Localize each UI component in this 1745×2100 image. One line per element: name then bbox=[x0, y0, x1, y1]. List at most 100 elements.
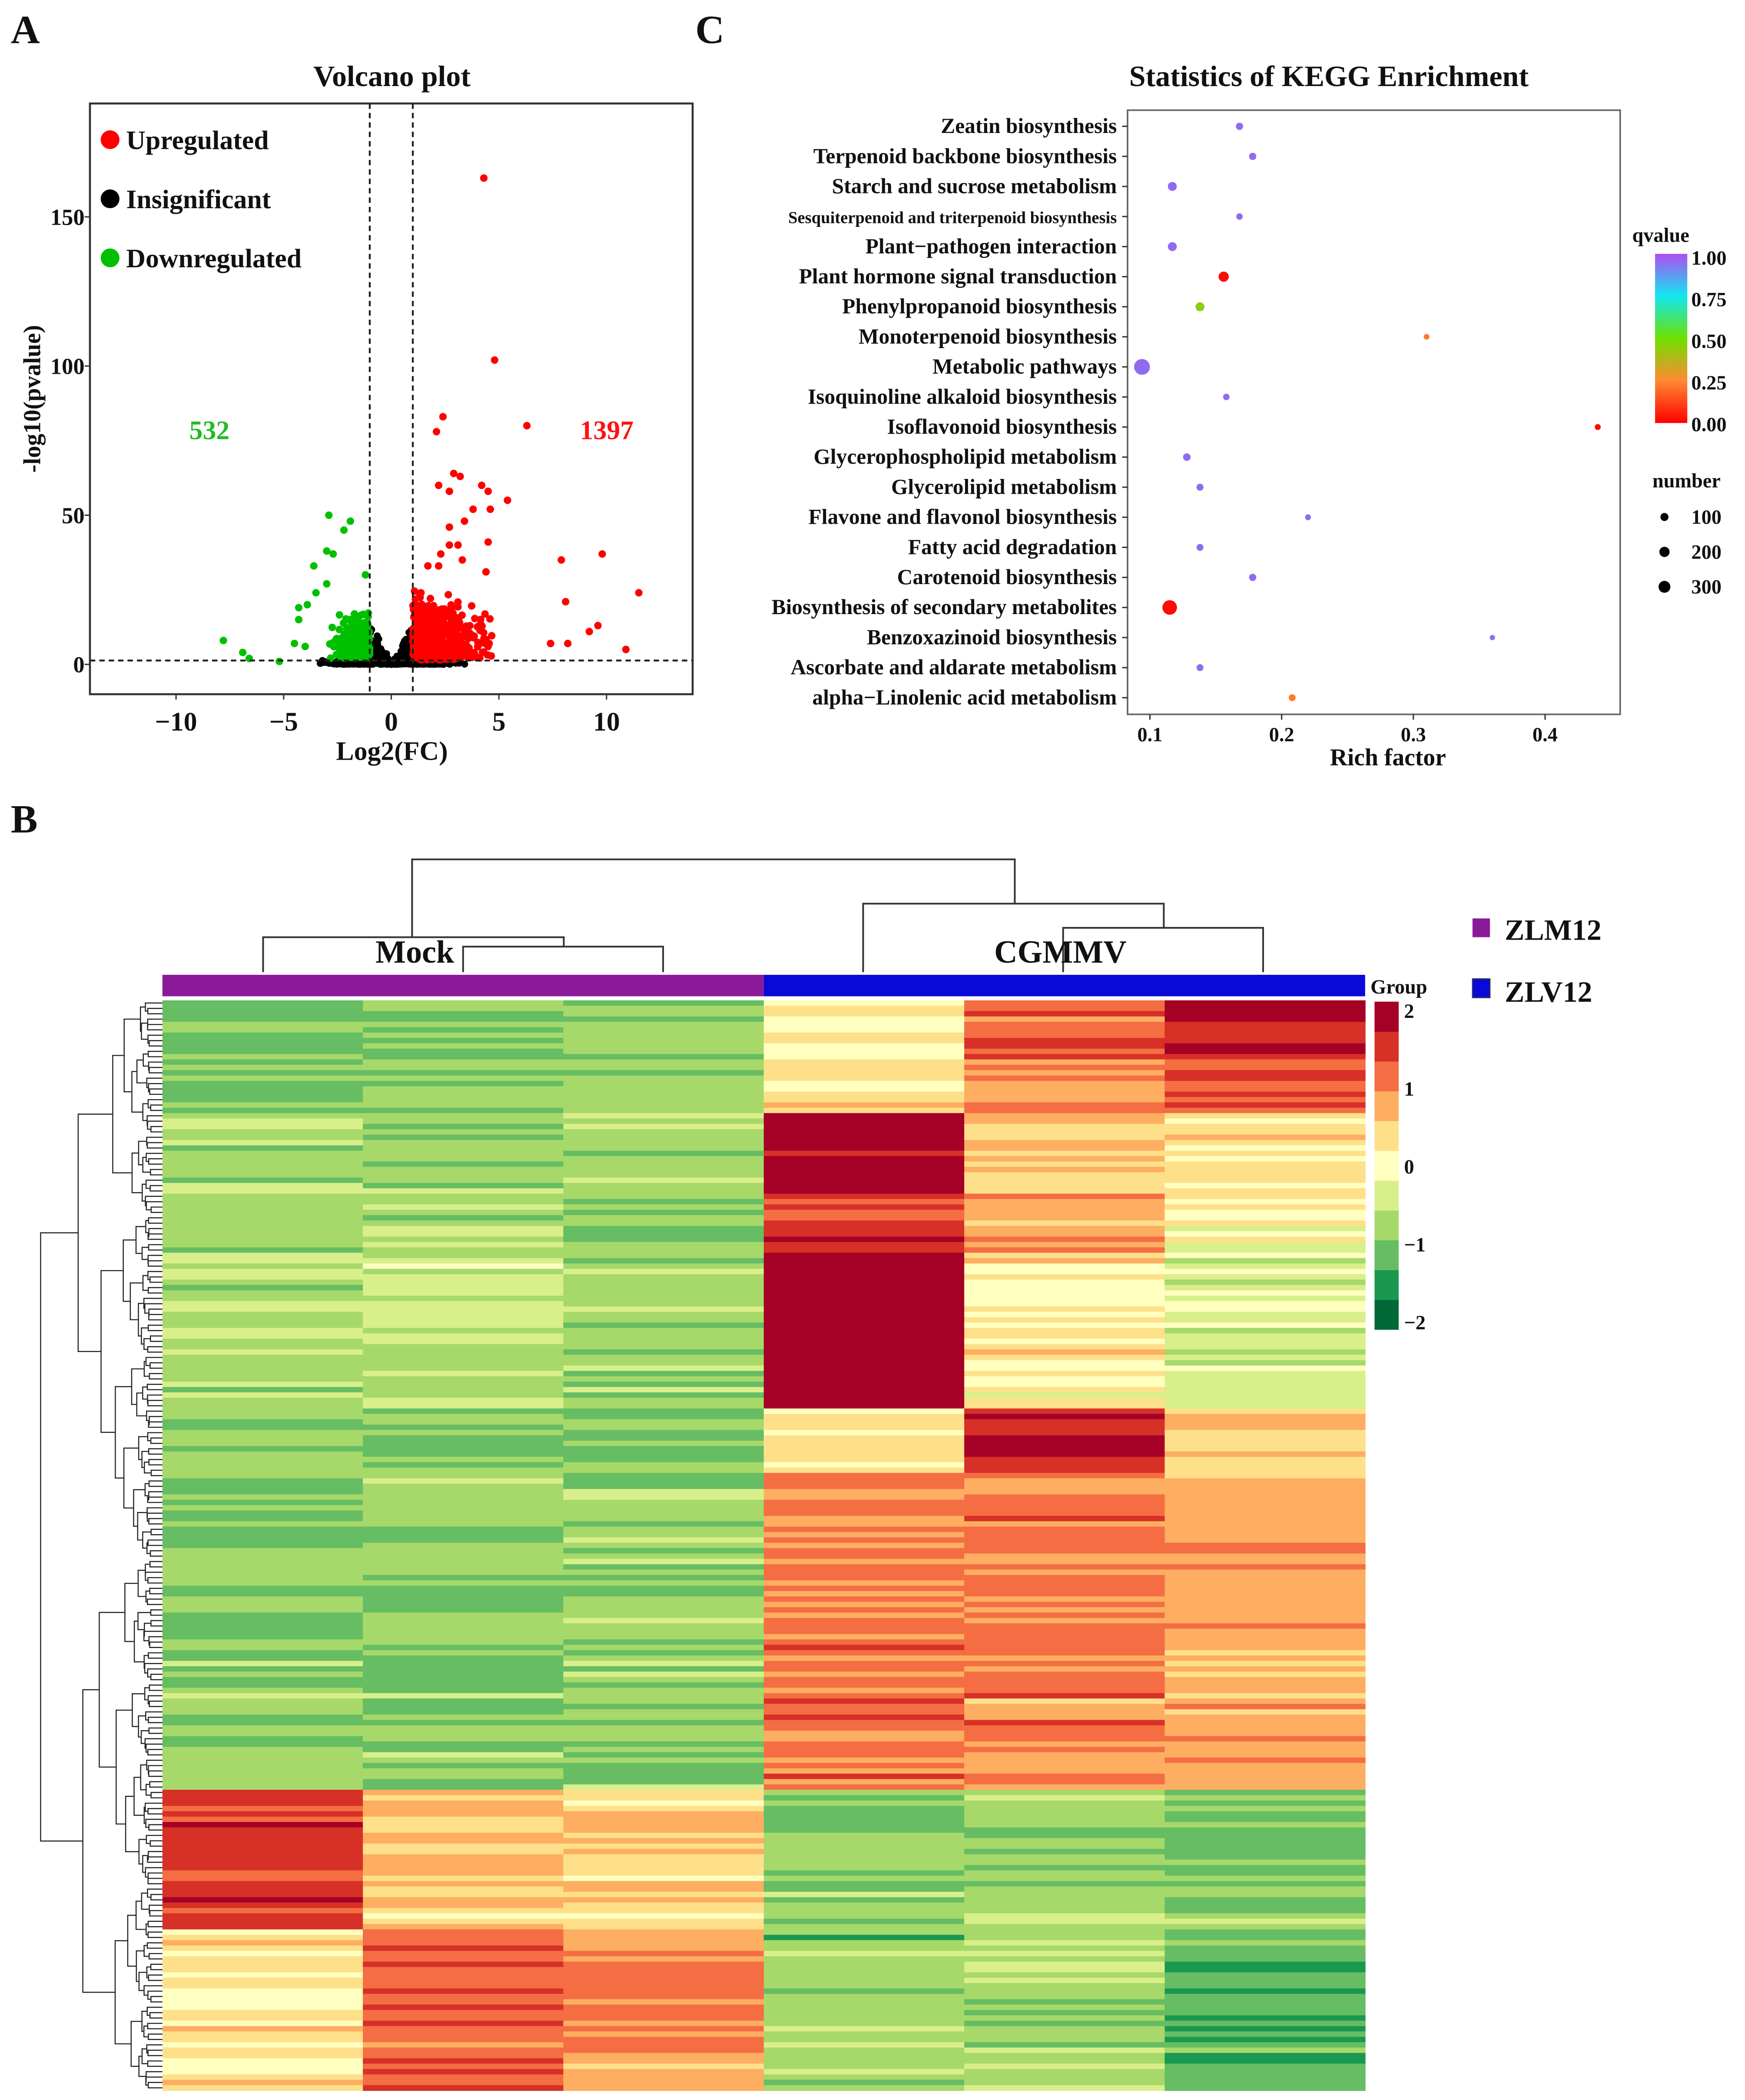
heatmap-cell bbox=[563, 1779, 764, 1785]
heatmap-cell bbox=[1164, 1634, 1366, 1640]
heatmap-cell bbox=[563, 1526, 764, 1532]
heatmap-cell bbox=[763, 1483, 965, 1490]
heatmap-cell bbox=[763, 2074, 965, 2080]
heatmap-cell bbox=[363, 1575, 564, 1581]
heatmap-cell bbox=[964, 1081, 1165, 1087]
colorbar-segment bbox=[1374, 1240, 1399, 1270]
pathway-label: Isoquinoline alkaloid biosynthesis bbox=[808, 385, 1117, 409]
downregulated-point bbox=[364, 646, 372, 654]
heatmap-cell bbox=[964, 1768, 1165, 1774]
dendrogram-branch bbox=[131, 1368, 144, 1405]
group-label-cgmmv: CGMMV bbox=[994, 934, 1127, 970]
heatmap-cell bbox=[162, 1688, 364, 1694]
heatmap-cell bbox=[763, 1891, 965, 1898]
heatmap-cell bbox=[1164, 1532, 1366, 1538]
heatmap-cell bbox=[363, 2085, 564, 2091]
heatmap-cell bbox=[964, 1457, 1165, 1463]
heatmap-cell bbox=[1164, 1569, 1366, 1575]
heatmap-cell bbox=[1164, 1177, 1366, 1183]
heatmap-cell bbox=[964, 1677, 1165, 1683]
heatmap-cell bbox=[964, 1913, 1165, 1919]
dendrogram-branch bbox=[138, 2056, 146, 2077]
heatmap-cell bbox=[363, 1091, 564, 1098]
heatmap-cell bbox=[1164, 1865, 1366, 1871]
heatmap-cell bbox=[563, 1634, 764, 1640]
heatmap-cell bbox=[363, 1548, 564, 1554]
heatmap-cell bbox=[1164, 1312, 1366, 1318]
heatmap-cell bbox=[964, 1859, 1165, 1866]
heatmap-cell bbox=[1164, 1827, 1366, 1833]
heatmap-cell bbox=[964, 1371, 1165, 1377]
dendrogram-branch bbox=[148, 1217, 163, 1224]
upregulated-point bbox=[424, 602, 432, 610]
heatmap-cell bbox=[563, 1988, 764, 1994]
pathway-dot bbox=[1288, 694, 1296, 701]
heatmap-cell bbox=[1164, 1451, 1366, 1457]
heatmap-cell bbox=[162, 1833, 364, 1839]
heatmap-cell bbox=[964, 1725, 1165, 1731]
heatmap-cell bbox=[563, 1790, 764, 1796]
pathway-label: Glycerolipid metabolism bbox=[891, 475, 1117, 498]
heatmap-cell bbox=[763, 1548, 965, 1554]
colorbar-segment bbox=[1374, 1210, 1399, 1241]
heatmap-cell bbox=[1164, 1693, 1366, 1699]
heatmap-cell bbox=[162, 1918, 364, 1925]
heatmap-cell bbox=[1164, 1607, 1366, 1613]
heatmap-cell bbox=[563, 1564, 764, 1570]
heatmap-cell bbox=[964, 1918, 1165, 1925]
heatmap-cell bbox=[763, 1016, 965, 1023]
heatmap-cell bbox=[162, 1548, 364, 1554]
heatmap-cell bbox=[363, 1177, 564, 1183]
heatmap-cell bbox=[964, 1827, 1165, 1833]
heatmap-cell bbox=[763, 1741, 965, 1748]
heatmap-cell bbox=[162, 1312, 364, 1318]
dendrogram-branch bbox=[147, 1255, 163, 1264]
heatmap-cell bbox=[162, 1193, 364, 1200]
heatmap-cell bbox=[964, 1027, 1165, 1033]
pathway-label: Phenylpropanoid biosynthesis bbox=[842, 294, 1117, 318]
upregulated-point bbox=[415, 593, 423, 601]
heatmap-cell bbox=[1164, 2037, 1366, 2043]
heatmap-cell bbox=[563, 1918, 764, 1925]
heatmap-cell bbox=[563, 1747, 764, 1753]
heatmap-cell bbox=[763, 1236, 965, 1243]
heatmap-cell bbox=[563, 2031, 764, 2037]
heatmap-cell bbox=[1164, 1564, 1366, 1570]
heatmap-cell bbox=[964, 1312, 1165, 1318]
heatmap-cell bbox=[1164, 1645, 1366, 1651]
heatmap-cell bbox=[162, 1365, 364, 1372]
heatmap-cell bbox=[162, 1897, 364, 1903]
heatmap-cell bbox=[363, 1193, 564, 1200]
upregulated-point bbox=[412, 651, 421, 658]
legend-swatch-zlv12 bbox=[1472, 978, 1491, 998]
heatmap-cell bbox=[363, 1859, 564, 1866]
upregulated-point bbox=[432, 428, 441, 435]
heatmap-cell bbox=[162, 1768, 364, 1774]
heatmap-cell bbox=[563, 1242, 764, 1248]
heatmap-cell bbox=[563, 1977, 764, 1984]
heatmap-cell bbox=[162, 1027, 364, 1033]
dendrogram-branch bbox=[150, 1620, 163, 1627]
downregulated-point bbox=[346, 517, 355, 525]
heatmap-cell bbox=[964, 1269, 1165, 1275]
heatmap-cell bbox=[763, 1994, 965, 2000]
dendrogram-branch bbox=[149, 1684, 163, 1691]
heatmap-cell bbox=[363, 1183, 564, 1189]
dendrogram-branch bbox=[150, 1996, 163, 2003]
heatmap-cell bbox=[1164, 1537, 1366, 1543]
heatmap-cell bbox=[162, 1006, 364, 1012]
heatmap-cell bbox=[964, 2037, 1165, 2043]
heatmap-cell bbox=[363, 1698, 564, 1705]
colorbar-segment bbox=[1374, 1180, 1399, 1211]
heatmap-cell bbox=[162, 1032, 364, 1039]
heatmap-cell bbox=[162, 1236, 364, 1243]
heatmap-cell bbox=[563, 1070, 764, 1076]
heatmap-cell bbox=[1164, 2004, 1366, 2010]
downregulated-point bbox=[347, 618, 355, 626]
heatmap-cell bbox=[363, 1623, 564, 1629]
heatmap-cell bbox=[162, 1816, 364, 1823]
downregulated-point bbox=[328, 623, 336, 631]
heatmap-cell bbox=[363, 1145, 564, 1151]
heatmap-cell bbox=[162, 1451, 364, 1457]
heatmap-cell bbox=[763, 1269, 965, 1275]
